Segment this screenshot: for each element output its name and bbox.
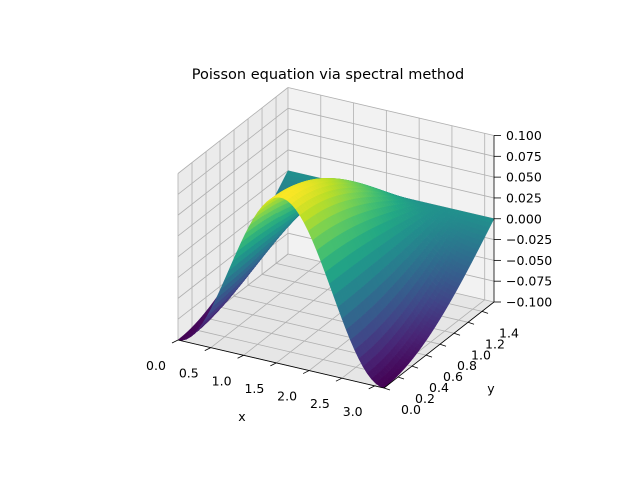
z-tick-label: 0.025 — [506, 190, 542, 205]
y-tick-mark — [383, 387, 391, 391]
grid-line-z-left — [177, 149, 289, 237]
grid-line-z-left — [177, 87, 289, 174]
y-tick-label: 1.2 — [485, 336, 505, 351]
x-tick-mark — [302, 370, 310, 374]
y-tick-mark — [439, 343, 447, 347]
grid-line-z-back — [287, 128, 495, 178]
x-tick-mark — [204, 347, 211, 351]
z-tick-label: −0.075 — [506, 274, 552, 289]
grid-line-z-left — [177, 170, 289, 258]
x-tick-label: 2.0 — [277, 389, 297, 404]
x-axis-label: x — [238, 409, 245, 424]
y-tick-label: 0.0 — [401, 402, 421, 417]
surface-facet — [207, 305, 215, 316]
grid-line-z-left — [177, 107, 289, 195]
y-tick-mark — [397, 376, 405, 380]
z-tick-label: 0.050 — [506, 170, 542, 185]
grid-line-z-left — [177, 128, 289, 216]
grid-line-z-back — [287, 87, 495, 136]
y-tick-label: 1.0 — [471, 347, 491, 362]
y-tick-label: 0.8 — [457, 358, 477, 373]
x-tick-label: 1.0 — [212, 373, 232, 388]
y-axis-line — [383, 301, 495, 389]
grid-line-z-back — [287, 107, 495, 157]
y-tick-mark — [467, 321, 475, 325]
x-tick-label: 0.5 — [179, 366, 199, 381]
x-tick-mark — [270, 362, 277, 367]
grid-line-z-back — [287, 149, 495, 199]
grid-line-y-floor — [191, 328, 399, 378]
x-tick-label: 3.0 — [343, 404, 363, 419]
z-tick-label: −0.025 — [506, 232, 552, 247]
z-tick-label: 0.100 — [506, 128, 542, 143]
y-tick-label: 0.2 — [415, 391, 435, 406]
z-tick-label: 0.075 — [506, 149, 542, 164]
y-tick-mark — [453, 332, 461, 336]
x-tick-label: 0.0 — [146, 358, 166, 373]
y-tick-label: 0.6 — [443, 369, 463, 384]
y-tick-mark — [411, 365, 419, 369]
z-tick-label: 0.000 — [506, 211, 542, 226]
y-tick-mark — [425, 354, 433, 358]
z-tick-label: −0.050 — [506, 253, 552, 268]
x-tick-mark — [335, 377, 343, 382]
z-tick-label: −0.100 — [506, 295, 552, 310]
x-axis-line — [177, 339, 385, 389]
x-tick-mark — [171, 339, 179, 344]
surface-plot — [177, 170, 495, 389]
y-tick-label: 1.4 — [499, 325, 519, 340]
grid-line-x-floor — [210, 261, 322, 348]
x-tick-mark — [368, 385, 375, 390]
x-tick-label: 2.5 — [310, 396, 330, 411]
x-tick-mark — [237, 354, 244, 359]
y-tick-mark — [481, 310, 489, 314]
y-axis-label: y — [487, 381, 495, 396]
y-tick-label: 0.4 — [429, 380, 449, 395]
x-tick-label: 1.5 — [244, 381, 264, 396]
tick-labels: 0.00.51.01.52.02.53.0 0.00.20.40.60.81.01… — [146, 128, 552, 419]
chart-title: Poisson equation via spectral method — [192, 67, 464, 83]
